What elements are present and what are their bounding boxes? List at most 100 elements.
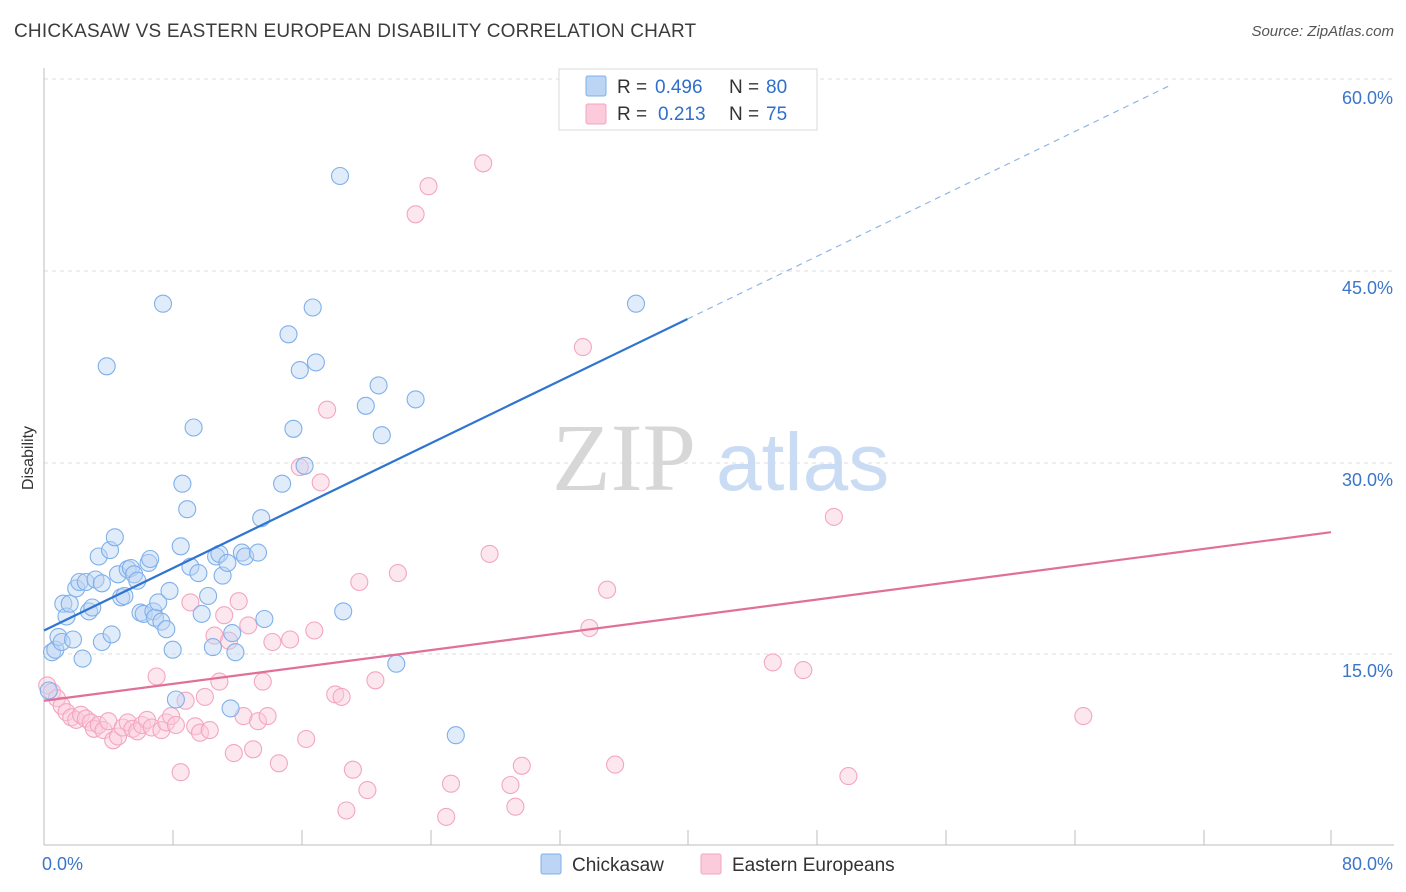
data-point-chickasaw xyxy=(290,361,309,380)
data-point-chickasaw xyxy=(115,586,134,606)
data-point-eastern-europeans xyxy=(512,756,531,775)
watermark-zip: ZIP xyxy=(552,404,696,511)
data-point-chickasaw xyxy=(356,396,375,415)
data-point-eastern-europeans xyxy=(89,715,108,735)
data-point-chickasaw xyxy=(387,654,406,673)
data-point-chickasaw xyxy=(203,638,222,657)
data-point-eastern-europeans xyxy=(269,754,288,773)
legend-n-label: N = xyxy=(729,77,759,98)
chart-title: CHICKASAW VS EASTERN EUROPEAN DISABILITY… xyxy=(14,21,697,42)
legend-swatch-eastern-europeans xyxy=(585,103,607,125)
data-point-chickasaw xyxy=(52,632,71,652)
data-point-eastern-europeans xyxy=(258,707,277,726)
data-point-chickasaw xyxy=(178,500,197,519)
data-point-eastern-europeans xyxy=(441,774,461,793)
y-tick-label-15: 15.0% xyxy=(1342,661,1393,681)
legend-r-value: 0.496 xyxy=(655,77,703,98)
data-point-eastern-europeans xyxy=(239,616,258,635)
legend-n-value: 75 xyxy=(766,104,787,125)
source-label: Source: ZipAtlas.com xyxy=(1251,23,1394,40)
data-point-chickasaw xyxy=(173,474,192,493)
data-point-eastern-europeans xyxy=(311,473,330,492)
data-point-eastern-europeans xyxy=(195,687,214,706)
legend-n-value: 80 xyxy=(766,77,787,98)
data-point-eastern-europeans xyxy=(108,727,128,746)
data-point-eastern-europeans xyxy=(337,801,356,820)
data-point-chickasaw xyxy=(273,474,292,493)
data-point-chickasaw xyxy=(163,640,182,659)
data-point-chickasaw xyxy=(184,418,203,437)
data-point-eastern-europeans xyxy=(388,564,407,583)
data-point-chickasaw xyxy=(149,593,168,612)
data-point-eastern-europeans xyxy=(343,760,362,779)
trendline-chickasaw xyxy=(43,318,688,632)
x-axis-ticks xyxy=(43,830,1332,845)
data-point-chickasaw xyxy=(153,294,173,313)
trendline-eastern-europeans xyxy=(43,531,1332,702)
data-point-chickasaw xyxy=(105,528,124,547)
data-point-eastern-europeans xyxy=(244,740,263,759)
data-point-eastern-europeans xyxy=(297,729,316,749)
data-point-eastern-europeans xyxy=(166,715,185,735)
data-point-eastern-europeans xyxy=(419,177,438,196)
data-point-eastern-europeans xyxy=(598,580,617,599)
data-point-eastern-europeans xyxy=(406,205,425,224)
data-point-chickasaw xyxy=(334,602,353,621)
data-point-chickasaw xyxy=(128,571,147,590)
x-tick-label-80: 80.0% xyxy=(1342,854,1393,874)
bottom-legend-swatch-chickasaw xyxy=(540,853,562,875)
data-point-eastern-europeans xyxy=(332,687,351,706)
data-point-chickasaw xyxy=(295,456,314,475)
series-chickasaw-points xyxy=(39,166,646,745)
legend-swatch-chickasaw xyxy=(585,75,607,97)
data-point-chickasaw xyxy=(157,620,176,639)
data-point-eastern-europeans xyxy=(248,712,268,731)
data-point-chickasaw xyxy=(49,627,68,646)
data-point-eastern-europeans xyxy=(162,707,181,726)
trendline-chickasaw-extension xyxy=(687,84,1171,320)
data-point-chickasaw xyxy=(446,726,465,745)
data-point-chickasaw xyxy=(284,419,303,438)
data-point-eastern-europeans xyxy=(763,653,782,672)
data-point-chickasaw xyxy=(218,553,237,572)
data-point-chickasaw xyxy=(279,325,298,344)
data-point-eastern-europeans xyxy=(205,626,224,645)
data-point-eastern-europeans xyxy=(263,632,282,652)
data-point-eastern-europeans xyxy=(839,767,858,786)
data-point-eastern-europeans xyxy=(57,703,76,722)
data-point-eastern-europeans xyxy=(824,507,843,526)
data-point-chickasaw xyxy=(223,624,242,643)
data-point-eastern-europeans xyxy=(210,672,229,691)
y-tick-label-30: 30.0% xyxy=(1342,470,1393,490)
data-point-chickasaw xyxy=(226,643,245,662)
data-point-eastern-europeans xyxy=(123,719,142,738)
data-point-chickasaw xyxy=(92,574,111,593)
data-point-chickasaw xyxy=(199,586,218,606)
data-point-eastern-europeans xyxy=(573,338,592,357)
data-point-chickasaw xyxy=(330,166,350,186)
data-point-eastern-europeans xyxy=(606,755,625,774)
legend: R = 0.496 N = 80 R = 0.213 N = 75 xyxy=(558,68,818,131)
x-tick-label-0: 0.0% xyxy=(42,854,83,874)
data-point-chickasaw xyxy=(73,649,92,668)
y-tick-label-45: 45.0% xyxy=(1342,278,1393,298)
data-point-eastern-europeans xyxy=(200,721,219,740)
data-point-chickasaw xyxy=(626,294,646,313)
bottom-legend-label-chickasaw: Chickasaw xyxy=(572,855,664,876)
data-point-chickasaw xyxy=(192,604,211,623)
data-point-chickasaw xyxy=(406,390,425,409)
watermark-atlas: atlas xyxy=(716,417,889,508)
data-point-chickasaw xyxy=(189,564,208,583)
data-point-chickasaw xyxy=(102,625,121,644)
data-point-eastern-europeans xyxy=(358,781,377,800)
legend-r-value: 0.213 xyxy=(658,104,706,125)
data-point-eastern-europeans xyxy=(215,606,234,625)
data-point-chickasaw xyxy=(97,357,116,376)
data-point-eastern-europeans xyxy=(171,763,190,782)
data-point-eastern-europeans xyxy=(176,691,195,710)
data-point-chickasaw xyxy=(248,543,268,562)
data-point-chickasaw xyxy=(141,549,160,569)
data-point-eastern-europeans xyxy=(318,400,337,419)
y-axis-label: Disability xyxy=(20,426,37,490)
